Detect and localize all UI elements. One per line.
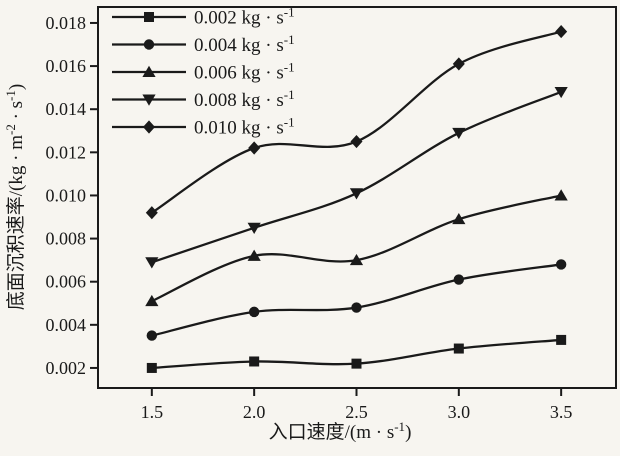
triangle-up-marker (554, 189, 568, 201)
diamond-marker (248, 141, 261, 155)
legend-label: 0.010 kg · s-1 (194, 115, 295, 139)
triangle-up-marker (349, 253, 364, 266)
x-tick-label: 3.5 (550, 402, 573, 422)
diamond-marker (145, 206, 158, 220)
diamond-marker (555, 24, 568, 39)
series-line (151, 194, 562, 303)
x-tick-label: 2.0 (243, 402, 266, 422)
circle-marker (146, 330, 158, 341)
triangle-down-marker (247, 222, 261, 234)
square-marker (556, 334, 567, 345)
y-tick-label: 0.006 (46, 272, 87, 292)
series-circle (146, 259, 567, 341)
series-line (151, 263, 562, 337)
series-triangle-up (145, 189, 568, 307)
y-tick-label: 0.002 (46, 358, 87, 378)
triangle-down-marker (452, 127, 466, 140)
triangle-up-marker (247, 249, 261, 261)
triangle-down-marker (349, 188, 364, 200)
triangle-up-marker (145, 294, 159, 307)
triangle-down-marker (145, 257, 159, 269)
circle-marker (351, 302, 362, 313)
y-tick-label: 0.010 (46, 185, 87, 205)
square-marker (144, 12, 154, 22)
legend-item: 0.008 kg · s-1 (112, 87, 295, 111)
circle-marker (248, 306, 260, 318)
x-tick-label: 3.0 (448, 402, 471, 422)
y-tick-label: 0.012 (46, 142, 87, 162)
diamond-marker (143, 120, 155, 134)
legend: 0.002 kg · s-1 0.004 kg · s-1 0.006 kg · s… (112, 5, 295, 139)
series-square (146, 334, 567, 373)
y-tick-label: 0.004 (46, 315, 87, 335)
x-axis-title: 入口速度/(m · s-1) (269, 419, 412, 443)
square-marker (146, 362, 157, 373)
y-tick-label: 0.014 (46, 99, 87, 119)
triangle-down-marker (142, 94, 156, 106)
y-tick-label: 0.016 (46, 56, 87, 76)
circle-marker (453, 274, 465, 285)
legend-item: 0.004 kg · s-1 (112, 32, 295, 56)
y-tick-label: 0.018 (46, 13, 87, 33)
series-triangle-down (145, 86, 568, 269)
square-marker (249, 356, 260, 367)
legend-label: 0.008 kg · s-1 (194, 87, 295, 111)
square-marker (351, 358, 362, 369)
legend-label: 0.006 kg · s-1 (194, 60, 295, 84)
triangle-down-marker (554, 86, 568, 99)
legend-label: 0.002 kg · s-1 (194, 5, 295, 29)
legend-label: 0.004 kg · s-1 (194, 32, 295, 56)
legend-item: 0.010 kg · s-1 (112, 115, 295, 139)
series-diamond (145, 24, 568, 220)
square-marker (453, 343, 464, 354)
diamond-marker (350, 134, 363, 149)
y-tick-label: 0.008 (46, 229, 87, 249)
triangle-up-marker (142, 65, 156, 77)
circle-marker (555, 259, 567, 270)
x-tick-label: 2.5 (345, 402, 368, 422)
x-tick-label: 1.5 (141, 402, 164, 422)
triangle-up-marker (452, 212, 466, 225)
legend-item: 0.006 kg · s-1 (112, 60, 295, 84)
legend-item: 0.002 kg · s-1 (112, 5, 295, 29)
diamond-marker (452, 57, 465, 71)
y-axis-title: 底面沉积速率/(kg · m-2 · s-1) (3, 84, 27, 310)
circle-marker (143, 39, 155, 50)
